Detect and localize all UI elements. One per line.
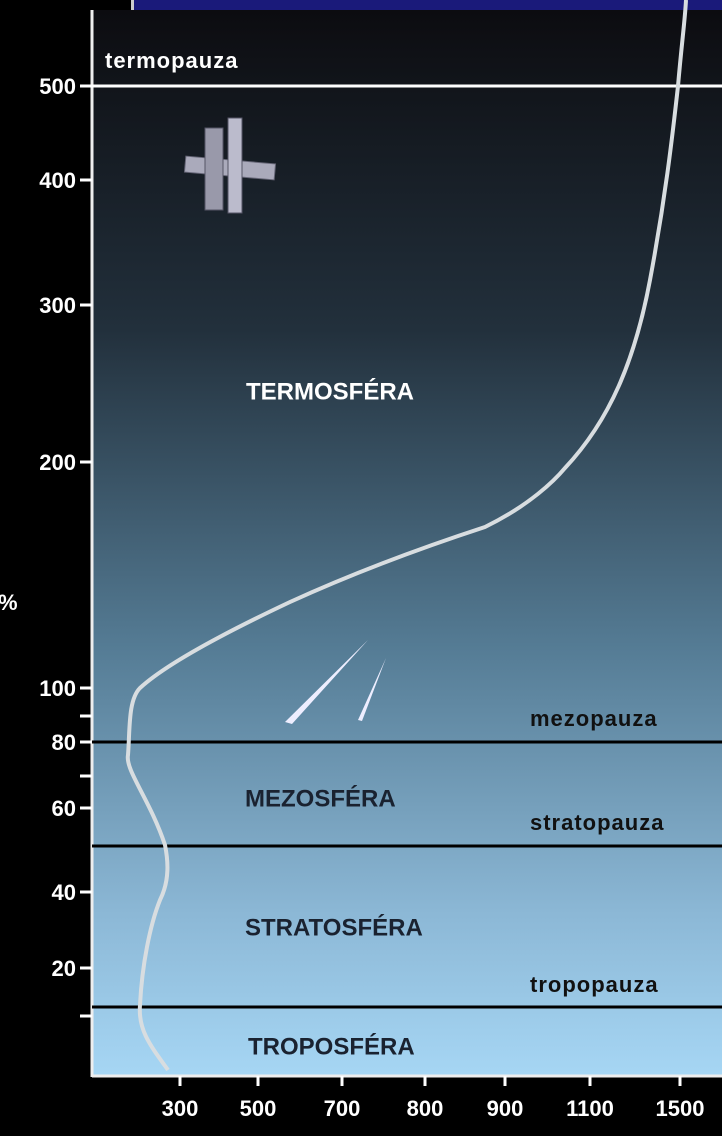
y-tick-label: 300 xyxy=(39,293,76,318)
boundary-label: tropopauza xyxy=(530,972,659,997)
diagram: 500 400 300 200 100 80 60 40 20 % 300 50… xyxy=(0,0,722,1131)
layer-label: TROPOSFÉRA xyxy=(248,1032,415,1060)
y-tick-label: 500 xyxy=(39,74,76,99)
x-tick-label: 1100 xyxy=(566,1096,614,1121)
y-tick-label: 100 xyxy=(39,676,76,701)
y-tick-label: 40 xyxy=(52,880,76,905)
y-tick-label: 80 xyxy=(52,730,76,755)
y-tick-label: 400 xyxy=(39,168,76,193)
page: 500 400 300 200 100 80 60 40 20 % 300 50… xyxy=(0,0,722,1131)
x-tick-label: 800 xyxy=(407,1096,444,1121)
boundary-label: mezopauza xyxy=(530,706,658,731)
x-tick-label: 1500 xyxy=(656,1096,705,1121)
y-axis-label: % xyxy=(0,590,18,615)
boundary-label: termopauza xyxy=(105,48,238,73)
y-tick-label: 200 xyxy=(39,450,76,475)
x-tick-label: 700 xyxy=(324,1096,361,1121)
x-tick-label: 500 xyxy=(240,1096,277,1121)
layer-label: MEZOSFÉRA xyxy=(245,784,396,812)
layer-label: STRATOSFÉRA xyxy=(245,913,423,941)
x-tick-label: 900 xyxy=(487,1096,524,1121)
top-bar-divider xyxy=(131,0,134,10)
y-tick-label: 20 xyxy=(52,956,76,981)
boundary-label: stratopauza xyxy=(530,810,664,835)
layer-label: TERMOSFÉRA xyxy=(246,377,414,405)
top-bar-left xyxy=(0,0,133,10)
x-tick-label: 300 xyxy=(162,1096,199,1121)
y-tick-label: 60 xyxy=(52,796,76,821)
